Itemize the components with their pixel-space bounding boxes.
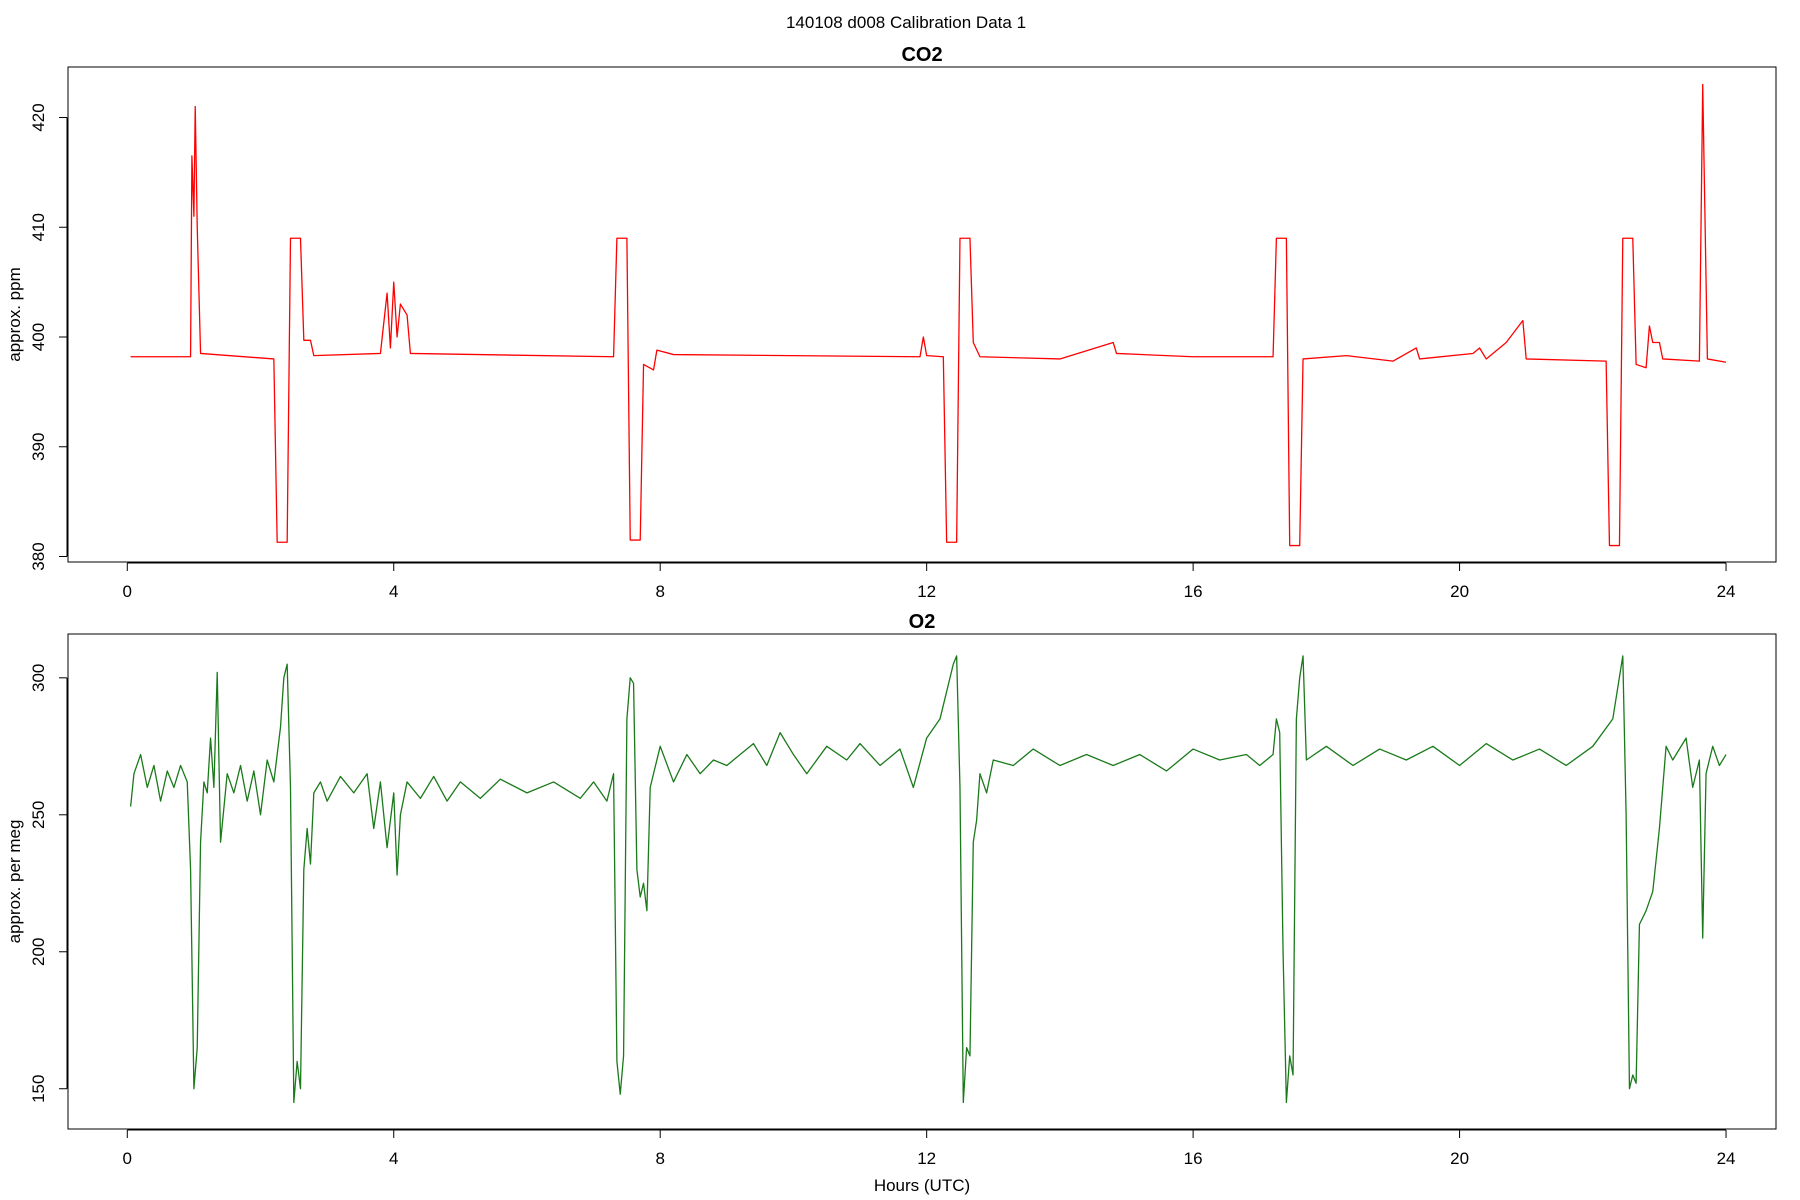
y-tick-label: 250	[29, 801, 48, 829]
data-line	[129, 655, 1727, 1104]
x-tick-label: 4	[389, 582, 398, 601]
y-tick-label: 420	[29, 103, 48, 131]
plot-frame	[67, 633, 1777, 1130]
plot-title: O2	[909, 611, 936, 633]
x-tick-label: 0	[123, 1149, 132, 1168]
y-axis-label: approx. ppm	[5, 267, 24, 362]
x-tick-label: 8	[655, 582, 664, 601]
x-tick-label: 0	[123, 582, 132, 601]
x-tick-label: 4	[389, 1149, 398, 1168]
x-tick-label: 20	[1450, 582, 1469, 601]
y-axis-label: approx. per meg	[5, 820, 24, 944]
x-tick-label: 16	[1184, 582, 1203, 601]
x-tick-label: 8	[655, 1149, 664, 1168]
x-tick-label: 24	[1717, 582, 1736, 601]
x-tick-label: 16	[1184, 1149, 1203, 1168]
plot-frame	[67, 66, 1777, 563]
y-tick-label: 300	[29, 664, 48, 692]
y-tick-label: 380	[29, 542, 48, 570]
x-tick-label: 12	[917, 582, 936, 601]
x-axis-label: Hours (UTC)	[874, 1176, 970, 1195]
y-tick-label: 390	[29, 433, 48, 461]
y-tick-label: 410	[29, 213, 48, 241]
x-tick-label: 20	[1450, 1149, 1469, 1168]
x-tick-label: 24	[1717, 1149, 1736, 1168]
y-tick-label: 150	[29, 1075, 48, 1103]
data-line	[130, 83, 1727, 547]
x-tick-label: 12	[917, 1149, 936, 1168]
y-tick-label: 400	[29, 323, 48, 351]
y-tick-label: 200	[29, 938, 48, 966]
plot-title: CO2	[901, 44, 942, 66]
figure-title: 140108 d008 Calibration Data 1	[786, 13, 1026, 32]
